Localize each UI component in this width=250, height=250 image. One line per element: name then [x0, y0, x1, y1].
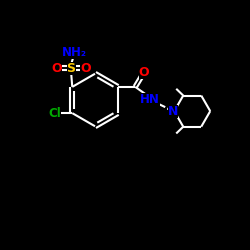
Text: N: N	[168, 104, 178, 118]
Text: NH₂: NH₂	[62, 46, 86, 59]
Text: S: S	[66, 62, 76, 74]
Text: Cl: Cl	[48, 106, 61, 120]
Text: O: O	[139, 66, 149, 79]
Text: HN: HN	[140, 93, 160, 106]
Text: O: O	[51, 62, 62, 74]
Text: O: O	[80, 62, 91, 74]
